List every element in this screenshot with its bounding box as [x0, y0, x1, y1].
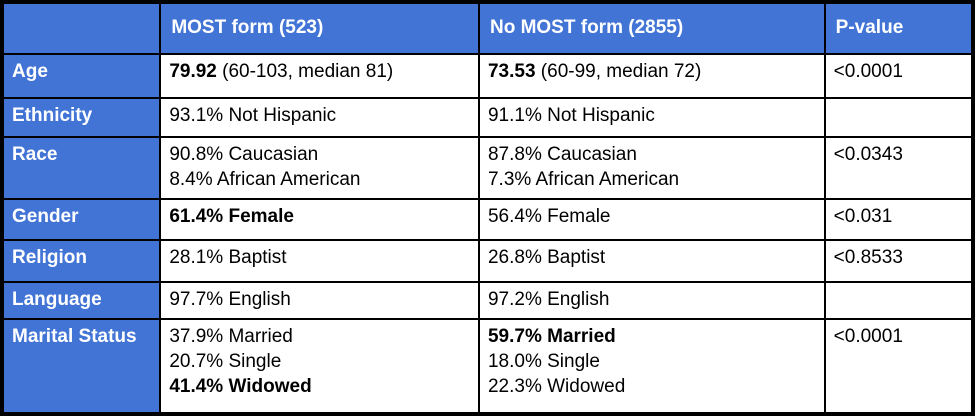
row-label-cell: Language: [0, 281, 162, 320]
table-row: Language 97.7% English 97.2% English: [0, 281, 975, 320]
p-value-cell: <0.0001: [823, 318, 975, 415]
no-most-form-cell: 87.8% Caucasian 7.3% African American: [477, 136, 826, 200]
row-label-cell: Gender: [0, 198, 162, 241]
cell-line: 18.0% Single: [487, 351, 600, 372]
most-form-cell: 28.1% Baptist: [159, 239, 480, 283]
cell-line: 20.7% Single: [169, 351, 282, 372]
cell-line: 22.3% Widowed: [487, 376, 626, 397]
no-most-form-cell: 26.8% Baptist: [477, 239, 826, 283]
header-cell-blank: [0, 1, 162, 55]
no-most-form-cell: 73.53 (60-99, median 72): [477, 53, 826, 99]
p-value-cell: <0.8533: [823, 239, 975, 283]
table-row: Marital Status 37.9% Married 20.7% Single 4…: [0, 318, 975, 415]
cell-line: 56.4% Female: [487, 206, 611, 227]
cell-line: 41.4% Widowed: [169, 376, 312, 397]
cell-line: 73.53 (60-99, median 72): [487, 61, 702, 82]
row-label-cell: Race: [0, 136, 162, 200]
table-row: Race 90.8% Caucasian 8.4% African American…: [0, 136, 975, 200]
table-row: Age 79.92 (60-103, median 81) 73.53 (60-99…: [0, 53, 975, 99]
cell-line: 59.7% Married: [487, 326, 616, 347]
row-label-cell: Religion: [0, 239, 162, 283]
table-row: Religion 28.1% Baptist 26.8% Baptist <0.853…: [0, 239, 975, 283]
row-label-cell: Ethnicity: [0, 97, 162, 138]
header-row: MOST form (523) No MOST form (2855) P-va…: [0, 1, 975, 55]
cell-line: 87.8% Caucasian: [487, 144, 637, 165]
cell-line: 97.2% English: [487, 289, 610, 310]
most-form-cell: 93.1% Not Hispanic: [159, 97, 480, 138]
header-cell-most-form: MOST form (523): [159, 1, 480, 55]
cell-line: 79.92 (60-103, median 81): [169, 61, 394, 82]
no-most-form-cell: 97.2% English: [477, 281, 826, 320]
cell-line: 93.1% Not Hispanic: [169, 105, 337, 126]
p-value-cell: [823, 97, 975, 138]
cell-line: 61.4% Female: [169, 206, 294, 227]
cell-line: 91.1% Not Hispanic: [487, 105, 655, 126]
row-label-cell: Marital Status: [0, 318, 162, 415]
table-header: MOST form (523) No MOST form (2855) P-va…: [0, 1, 975, 55]
cell-line: 37.9% Married: [169, 326, 293, 347]
p-value-cell: <0.0343: [823, 136, 975, 200]
header-cell-no-most-form: No MOST form (2855): [477, 1, 826, 55]
p-value-cell: <0.031: [823, 198, 975, 241]
p-value-cell: <0.0001: [823, 53, 975, 99]
no-most-form-cell: 59.7% Married 18.0% Single 22.3% Widowed: [477, 318, 826, 415]
cell-line: 8.4% African American: [169, 169, 361, 190]
no-most-form-cell: 56.4% Female: [477, 198, 826, 241]
table-body: Age 79.92 (60-103, median 81) 73.53 (60-99…: [0, 53, 975, 415]
table-row: Ethnicity 93.1% Not Hispanic 91.1% Not His…: [0, 97, 975, 138]
no-most-form-cell: 91.1% Not Hispanic: [477, 97, 826, 138]
header-cell-p-value: P-value: [823, 1, 975, 55]
most-form-cell: 90.8% Caucasian 8.4% African American: [159, 136, 480, 200]
most-form-cell: 79.92 (60-103, median 81): [159, 53, 480, 99]
row-label-cell: Age: [0, 53, 162, 99]
most-form-cell: 61.4% Female: [159, 198, 480, 241]
most-form-cell: 37.9% Married 20.7% Single 41.4% Widowed: [159, 318, 480, 415]
most-form-cell: 97.7% English: [159, 281, 480, 320]
cell-line: 26.8% Baptist: [487, 247, 606, 268]
p-value-cell: [823, 281, 975, 320]
table-row: Gender 61.4% Female 56.4% Female <0.031: [0, 198, 975, 241]
cell-line: 7.3% African American: [487, 169, 680, 190]
cell-line: 97.7% English: [169, 289, 291, 310]
cell-line: 90.8% Caucasian: [169, 144, 319, 165]
cell-line: 28.1% Baptist: [169, 247, 287, 268]
